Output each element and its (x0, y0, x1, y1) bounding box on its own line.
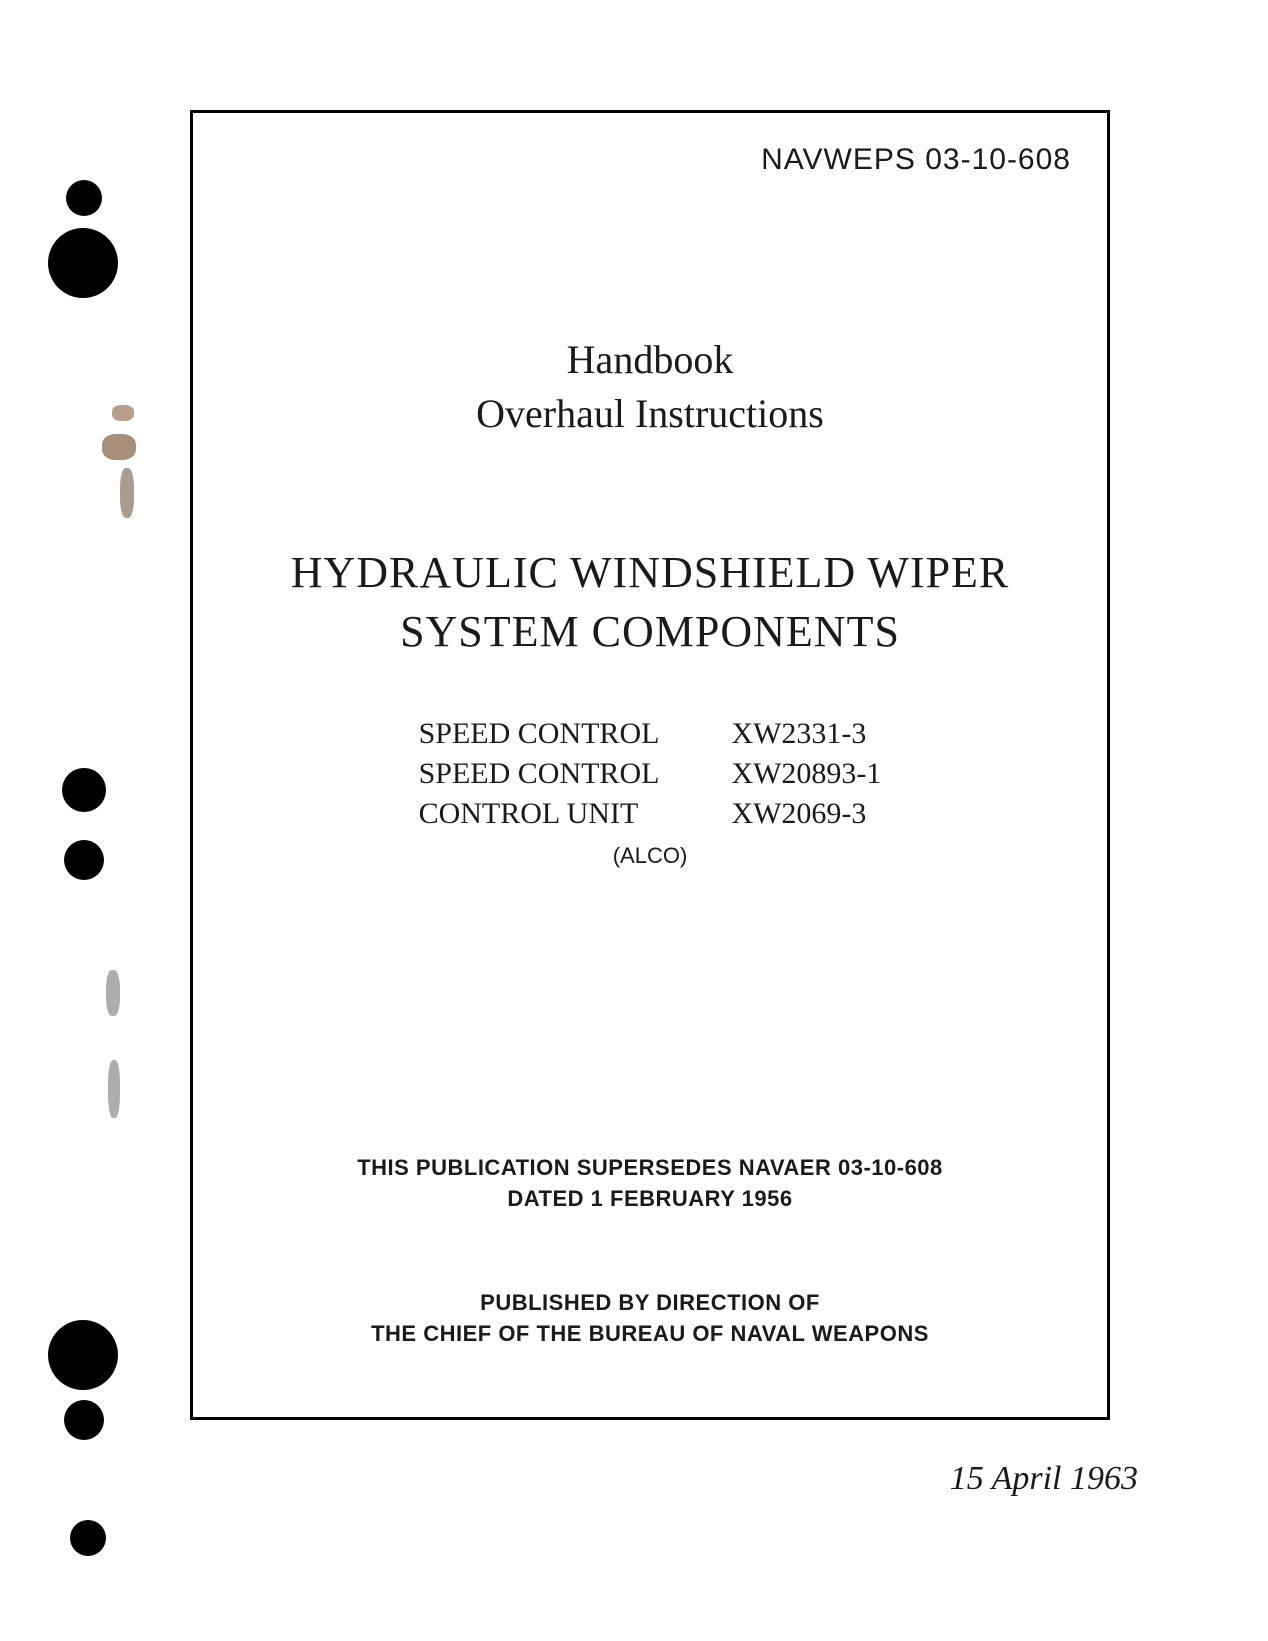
supersedes-line2: DATED 1 FEBRUARY 1956 (193, 1184, 1107, 1215)
scuff-mark (120, 468, 134, 518)
table-row: SPEED CONTROL XW20893-1 (419, 755, 882, 793)
publication-date: 15 April 1963 (950, 1460, 1138, 1498)
component-part: XW20893-1 (731, 755, 881, 793)
components-table: SPEED CONTROL XW2331-3 SPEED CONTROL XW2… (417, 713, 884, 835)
table-row: SPEED CONTROL XW2331-3 (419, 715, 882, 753)
punch-hole (48, 228, 118, 298)
punch-hole (64, 1400, 104, 1440)
published-line2: THE CHIEF OF THE BUREAU OF NAVAL WEAPONS (193, 1319, 1107, 1350)
scuff-mark (108, 1060, 120, 1118)
punch-hole (64, 840, 104, 880)
title-frame: NAVWEPS 03-10-608 Handbook Overhaul Inst… (190, 110, 1110, 1420)
supersedes-line1: THIS PUBLICATION SUPERSEDES NAVAER 03-10… (193, 1153, 1107, 1184)
punch-hole (48, 1320, 118, 1390)
handbook-line2: Overhaul Instructions (193, 387, 1107, 441)
table-row: CONTROL UNIT XW2069-3 (419, 795, 882, 833)
handbook-heading: Handbook Overhaul Instructions (193, 333, 1107, 441)
main-title: HYDRAULIC WINDSHIELD WIPER SYSTEM COMPON… (193, 543, 1107, 662)
component-label: SPEED CONTROL (419, 715, 730, 753)
title-line1: HYDRAULIC WINDSHIELD WIPER (193, 543, 1107, 602)
manufacturer: (ALCO) (193, 843, 1107, 869)
scuff-mark (106, 970, 120, 1016)
punch-hole (66, 180, 102, 216)
component-part: XW2331-3 (731, 715, 881, 753)
component-part: XW2069-3 (731, 795, 881, 833)
supersedes-notice: THIS PUBLICATION SUPERSEDES NAVAER 03-10… (193, 1153, 1107, 1215)
punch-hole (62, 768, 106, 812)
title-line2: SYSTEM COMPONENTS (193, 602, 1107, 661)
component-label: SPEED CONTROL (419, 755, 730, 793)
document-number: NAVWEPS 03-10-608 (761, 143, 1071, 177)
published-line1: PUBLISHED BY DIRECTION OF (193, 1288, 1107, 1319)
published-by: PUBLISHED BY DIRECTION OF THE CHIEF OF T… (193, 1288, 1107, 1350)
handbook-line1: Handbook (193, 333, 1107, 387)
component-label: CONTROL UNIT (419, 795, 730, 833)
scuff-mark (112, 405, 134, 421)
scuff-mark (102, 434, 136, 460)
punch-hole (70, 1520, 106, 1556)
